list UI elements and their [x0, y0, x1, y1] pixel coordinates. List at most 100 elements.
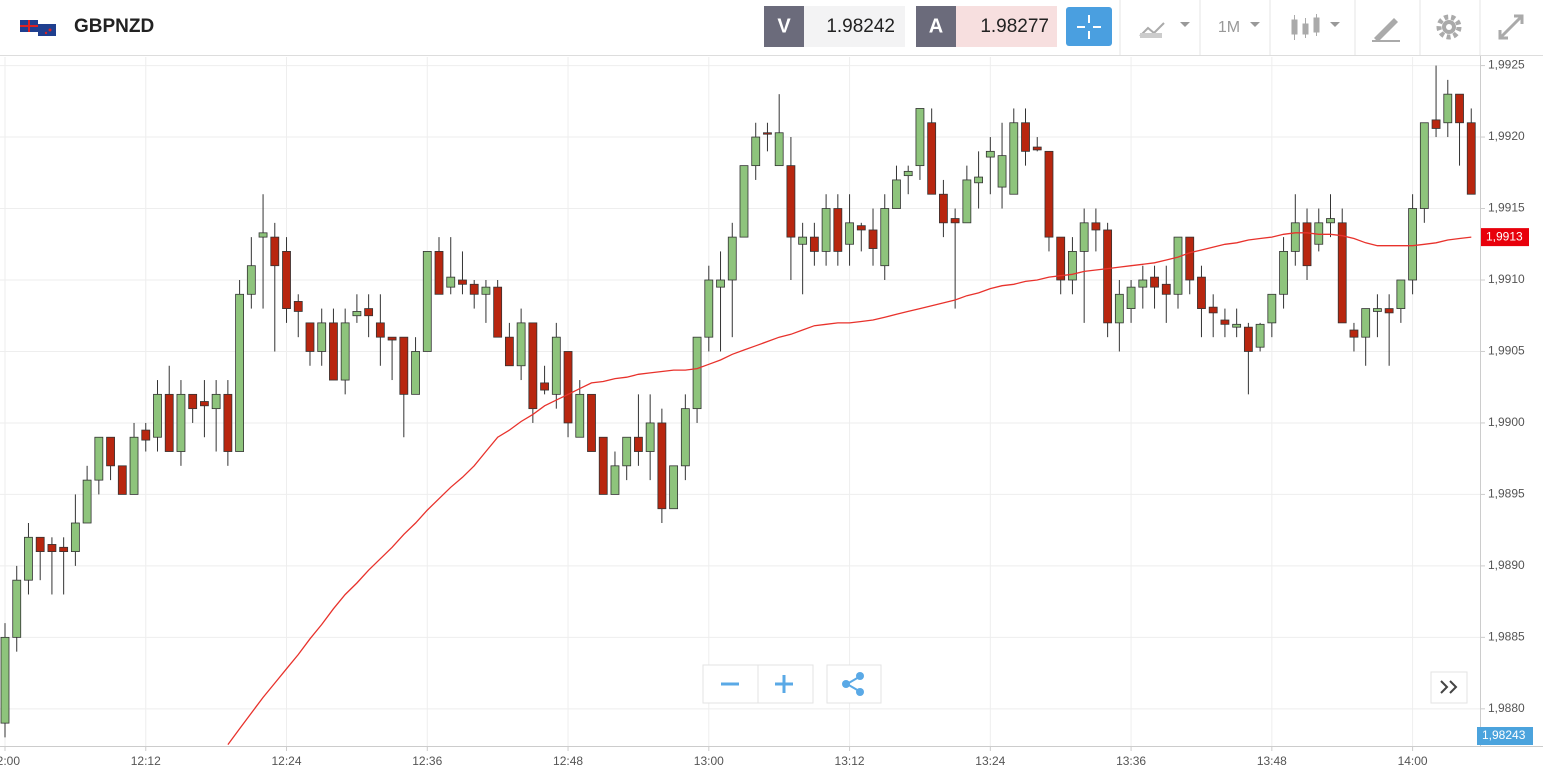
candle-body	[1150, 276, 1159, 288]
candle-body	[680, 408, 690, 467]
candle-body	[974, 176, 983, 184]
y-tick-label: 1,9925	[1488, 58, 1525, 72]
candle-body	[939, 193, 948, 224]
candle-body	[0, 636, 10, 724]
candle-body	[106, 436, 115, 467]
candle-body	[833, 208, 843, 252]
candle-style-button[interactable]	[1291, 14, 1340, 40]
x-tick-label: 13:48	[1257, 754, 1287, 768]
x-tick-label: 13:12	[835, 754, 865, 768]
candle-body	[1103, 229, 1113, 324]
candle-body	[1114, 293, 1124, 324]
candle-body	[200, 401, 209, 407]
candle-body	[1455, 93, 1464, 124]
candle-body	[856, 225, 866, 231]
candle-body	[282, 251, 291, 309]
candle-body	[1361, 308, 1371, 338]
candle-body	[1032, 146, 1042, 151]
ask-button[interactable]	[916, 6, 956, 47]
y-tick-label: 1,9880	[1488, 701, 1525, 715]
candle-body	[1185, 236, 1195, 281]
candle-body	[1044, 150, 1054, 238]
drawing-button[interactable]	[1372, 18, 1400, 42]
candle-body	[82, 479, 92, 524]
candle-body	[422, 251, 432, 352]
candle-body	[1396, 279, 1406, 309]
candle-body	[786, 165, 796, 238]
candle-body	[1373, 308, 1382, 312]
candle-body	[821, 208, 831, 252]
bid-button[interactable]	[764, 6, 804, 47]
candle-body	[915, 108, 925, 167]
candle-body	[70, 522, 80, 552]
candle-body	[1161, 283, 1171, 295]
candle-body	[364, 308, 374, 317]
zoom-out-button[interactable]	[702, 664, 759, 704]
candle-body	[575, 393, 585, 438]
y-tick-label: 1,9915	[1488, 201, 1525, 215]
y-tick-label: 1,9895	[1488, 487, 1525, 501]
candle-body	[528, 322, 538, 410]
flag	[20, 20, 56, 36]
candle-body	[1302, 222, 1312, 267]
candle-body	[598, 436, 608, 495]
ask-box[interactable]	[956, 6, 1057, 47]
candle-body	[763, 132, 772, 135]
symbol: GBPNZD	[74, 16, 154, 37]
candle-body	[1138, 279, 1148, 288]
candle-body	[340, 322, 350, 381]
candle-body	[35, 536, 45, 552]
candle-body	[927, 122, 937, 195]
candle-body	[446, 276, 456, 288]
candle-body	[716, 279, 725, 288]
candle-body	[317, 322, 327, 352]
crosshair-button[interactable]	[1066, 7, 1112, 46]
x-tick-label: 12:24	[272, 754, 302, 768]
bid-box[interactable]	[804, 6, 905, 47]
candle-body	[188, 393, 198, 410]
scroll-end-button[interactable]	[1430, 671, 1468, 704]
share-button[interactable]	[826, 664, 882, 704]
candle-body	[258, 232, 268, 238]
candle-body	[657, 422, 667, 510]
candle-body	[903, 170, 913, 177]
candle-body	[798, 236, 808, 245]
fullscreen-button[interactable]	[1498, 14, 1524, 40]
candle-body	[1009, 122, 1019, 195]
chart-type-button[interactable]	[1139, 22, 1190, 38]
candle-body	[329, 322, 338, 381]
candle-body	[1079, 222, 1089, 252]
candle-body	[622, 436, 632, 467]
x-tick-label: 13:24	[975, 754, 1005, 768]
candle-body	[1232, 323, 1242, 328]
candle-body	[235, 293, 245, 452]
candle-body	[1091, 222, 1101, 231]
candle-body	[892, 179, 901, 209]
candle-body	[751, 136, 761, 167]
candle-body	[1220, 319, 1230, 325]
candle-body	[24, 536, 33, 581]
candle-body	[12, 579, 22, 638]
grid	[0, 57, 1480, 746]
candle-body	[469, 283, 479, 295]
candle-body	[117, 465, 127, 495]
x-tick-label: 12:36	[412, 754, 442, 768]
zoom-in-button[interactable]	[757, 664, 814, 704]
y-tick-label: 1,9905	[1488, 344, 1525, 358]
settings-button[interactable]	[1436, 14, 1462, 40]
timeframe[interactable]: 1M	[1218, 19, 1240, 36]
candle-body	[47, 544, 57, 552]
candle-body	[1279, 251, 1288, 295]
candle-body	[1243, 326, 1253, 352]
candle-body	[176, 393, 186, 452]
candle-body	[458, 279, 467, 285]
y-tick-label: 1,9900	[1488, 415, 1525, 429]
candle-body	[1255, 323, 1265, 348]
ask-label: A	[929, 15, 943, 37]
candle-body	[94, 436, 104, 481]
candle-body	[950, 218, 960, 224]
candle-body	[880, 208, 890, 267]
y-tick-label: 1,9890	[1488, 558, 1525, 572]
price-tag-label: 1,9913	[1486, 229, 1523, 243]
